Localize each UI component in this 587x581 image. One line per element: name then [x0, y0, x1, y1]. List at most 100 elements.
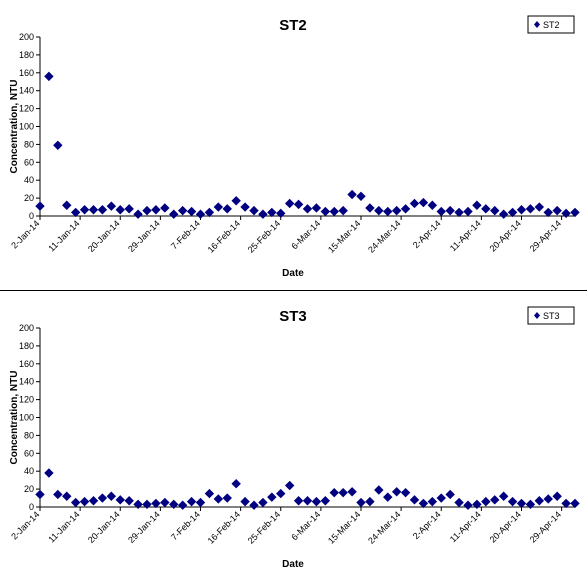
x-tick-label: 20-Apr-14 [488, 509, 523, 544]
data-point-st2 [267, 207, 277, 218]
data-point-st2 [418, 197, 429, 208]
y-tick-label: 100 [19, 122, 34, 132]
data-point-st3 [365, 496, 375, 507]
y-axis-label: Concentration, NTU [9, 80, 20, 174]
data-point-st3 [240, 496, 250, 507]
data-point-st3 [507, 496, 518, 507]
data-point-st2 [409, 198, 420, 209]
data-point-st2 [62, 200, 72, 210]
data-point-st3 [400, 487, 411, 498]
data-point-st2 [400, 204, 411, 214]
y-tick-label: 120 [19, 395, 34, 405]
x-tick-label: 25-Feb-14 [246, 509, 282, 545]
data-point-st2 [160, 203, 170, 213]
data-point-st2 [561, 208, 571, 219]
data-point-st2 [222, 204, 232, 214]
x-tick-label: 24-Mar-14 [366, 218, 402, 254]
data-point-st2 [436, 206, 446, 217]
data-point-st2 [383, 206, 393, 217]
data-point-st2 [186, 206, 197, 217]
data-point-st3 [293, 496, 304, 506]
x-tick-label: 11-Jan-14 [46, 509, 81, 544]
data-point-st2 [231, 196, 241, 206]
data-point-st3 [70, 497, 81, 508]
data-point-st3 [213, 494, 224, 504]
data-point-st3 [436, 493, 446, 503]
data-point-st2 [258, 209, 268, 219]
data-point-st3 [79, 496, 90, 507]
data-point-st3 [231, 479, 241, 489]
y-tick-label: 20 [24, 193, 34, 203]
data-point-st2 [88, 205, 99, 215]
legend-label: ST2 [543, 20, 560, 30]
data-point-st3 [44, 468, 54, 478]
x-tick-label: 2-Apr-14 [411, 509, 443, 541]
y-tick-label: 0 [29, 211, 34, 221]
y-tick-label: 60 [24, 448, 34, 458]
data-point-st3 [142, 499, 152, 510]
data-point-st3 [115, 495, 125, 505]
y-tick-label: 120 [19, 104, 34, 114]
data-point-st3 [427, 496, 438, 507]
x-tick-label: 29-Apr-14 [528, 509, 563, 544]
data-point-st3 [570, 498, 580, 509]
data-point-st3 [35, 489, 45, 500]
data-point-st3 [543, 494, 553, 504]
y-tick-label: 180 [19, 341, 34, 351]
data-point-st3 [267, 492, 277, 502]
data-point-st3 [498, 491, 509, 501]
data-point-st2 [249, 205, 259, 216]
data-point-st3 [204, 488, 215, 499]
chart-title: ST3 [279, 308, 307, 325]
legend-box [527, 15, 575, 34]
x-tick-label: 7-Feb-14 [169, 509, 202, 542]
y-tick-label: 80 [24, 430, 34, 440]
x-tick-label: 20-Jan-14 [86, 218, 122, 254]
y-tick-label: 100 [19, 413, 34, 423]
data-point-st3 [124, 496, 134, 506]
data-point-st3 [151, 498, 161, 509]
data-point-st2 [284, 198, 295, 209]
x-tick-label: 29-Jan-14 [126, 509, 162, 545]
data-point-st2 [338, 205, 348, 216]
y-tick-label: 160 [19, 68, 34, 78]
data-point-st3 [311, 496, 322, 507]
y-tick-label: 160 [19, 359, 34, 369]
data-point-st2 [445, 205, 455, 216]
data-point-st3 [302, 496, 313, 506]
data-point-st2 [195, 209, 206, 219]
x-tick-label: 29-Jan-14 [126, 218, 162, 254]
data-point-st3 [409, 495, 420, 505]
data-point-st2 [53, 140, 63, 151]
data-point-st3 [88, 496, 99, 506]
y-tick-label: 140 [19, 86, 34, 96]
data-point-st2 [356, 191, 366, 202]
data-point-st2 [525, 204, 536, 214]
x-tick-label: 20-Jan-14 [86, 509, 122, 545]
x-tick-label: 2-Apr-14 [411, 218, 443, 250]
data-point-st3 [561, 498, 571, 509]
data-point-st3 [249, 500, 259, 510]
y-tick-label: 140 [19, 377, 34, 387]
data-point-st3 [347, 487, 357, 497]
x-tick-label: 25-Feb-14 [246, 218, 282, 254]
data-point-st2 [320, 206, 331, 217]
data-point-st3 [169, 499, 179, 510]
x-tick-label: 29-Apr-14 [528, 218, 563, 253]
data-point-st3 [391, 487, 402, 497]
data-point-st3 [97, 493, 108, 503]
chart-panel-st3: ST3 0 20 40 60 80 100 120 140 160 180 200 2-Jan-14 11… [0, 291, 587, 581]
data-point-st2 [507, 207, 518, 218]
data-point-st3 [463, 500, 473, 510]
data-point-st2 [115, 205, 125, 215]
data-point-st2 [552, 205, 562, 216]
data-point-st2 [463, 206, 473, 217]
y-tick-label: 200 [19, 323, 34, 333]
y-tick-label: 180 [19, 50, 34, 60]
data-point-st2 [204, 207, 215, 218]
data-point-st2 [97, 205, 108, 215]
data-point-st2 [133, 209, 143, 219]
y-tick-label: 40 [24, 175, 34, 185]
